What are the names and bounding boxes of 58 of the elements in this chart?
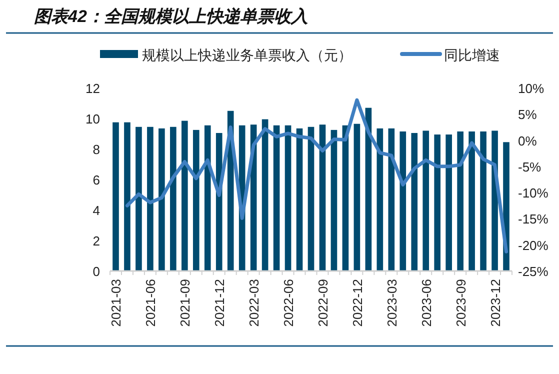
y2-tick-label: -20% [518, 238, 549, 253]
y-tick-label: 6 [92, 172, 100, 188]
bar [434, 134, 440, 271]
y-tick-label: 2 [92, 234, 100, 248]
bar [446, 134, 452, 271]
x-tick-label: 2021-03 [108, 279, 124, 327]
x-tick-label: 2023-12 [488, 279, 503, 327]
x-tick-label: 2022-03 [246, 279, 262, 327]
legend-label: 规模以上快递业务单票收入（元） [142, 47, 352, 63]
bar [411, 132, 418, 271]
bar [204, 125, 211, 271]
bar [170, 126, 176, 271]
bar [182, 120, 188, 271]
x-tick-label: 2021-09 [178, 279, 193, 327]
bar [124, 122, 130, 271]
bar [480, 131, 486, 271]
bar [354, 124, 360, 271]
y-tick-label: 10 [86, 112, 100, 126]
x-tick-label: 2023-06 [418, 279, 434, 327]
bar [388, 128, 395, 271]
y2-tick-label: -15% [518, 212, 549, 227]
bar [284, 125, 292, 271]
y-tick-label: 12 [86, 81, 100, 96]
y2-tick-label: 10% [518, 81, 544, 96]
y-tick-label: 4 [92, 203, 100, 218]
bar [158, 128, 165, 271]
x-tick-label: 2021-12 [212, 279, 228, 327]
y-tick-label: 0 [92, 264, 100, 279]
bar [330, 130, 338, 271]
x-tick-label: 2021-06 [143, 279, 158, 327]
x-tick-label: 2022-09 [315, 279, 330, 327]
bar [422, 130, 430, 271]
bar [136, 126, 142, 271]
bar [273, 125, 280, 271]
bar [308, 126, 314, 271]
y2-tick-label: -10% [518, 186, 549, 201]
bar [319, 124, 326, 271]
y2-tick-label: 5% [518, 107, 538, 122]
bar [457, 131, 464, 271]
x-tick-label: 2023-09 [453, 279, 468, 327]
y2-tick-label: 0% [518, 133, 538, 148]
y2-tick-label: -5% [518, 159, 542, 174]
bar [400, 131, 406, 271]
bar [192, 130, 200, 271]
legend-label: 同比增速 [444, 47, 500, 63]
x-tick-label: 2022-12 [350, 279, 365, 327]
x-tick-label: 2023-03 [384, 279, 400, 327]
bar [147, 126, 154, 271]
bar [468, 131, 475, 271]
bar [112, 122, 119, 271]
x-tick-label: 2022-06 [281, 279, 296, 327]
bar [296, 128, 303, 271]
bar [262, 119, 268, 271]
y2-tick-label: -25% [518, 264, 549, 279]
y-tick-label: 8 [92, 142, 100, 157]
line-series [125, 98, 508, 254]
bar [376, 128, 384, 271]
chart-title: 图表42：全国规模以上快递单票收入 [34, 7, 308, 26]
